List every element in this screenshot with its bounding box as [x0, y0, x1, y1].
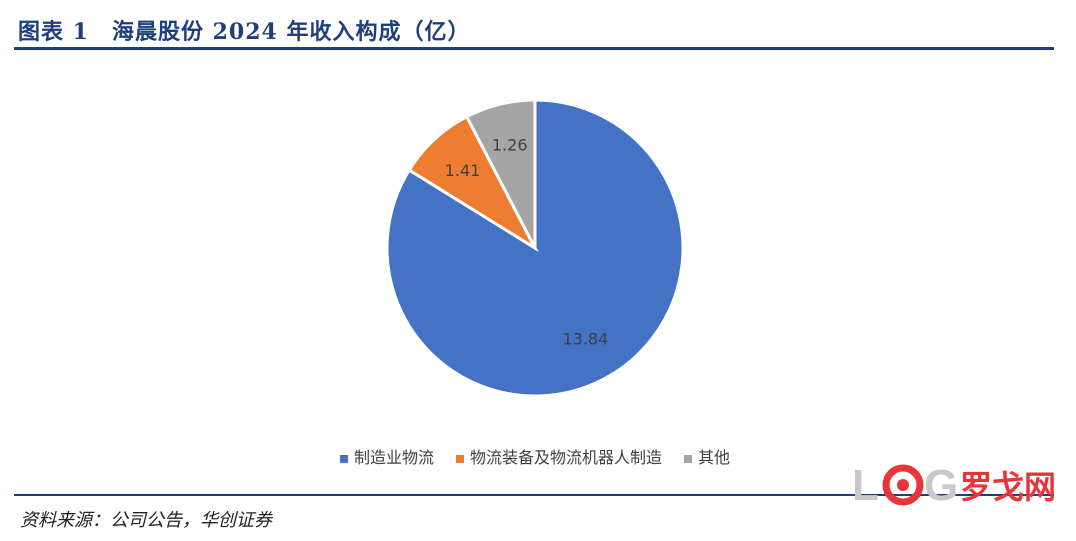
legend-item-2: 物流装备及物流机器人制造: [455, 448, 662, 467]
logo-watermark: L G 罗戈网: [852, 461, 1056, 510]
data-label-1: 13.84: [562, 330, 608, 349]
logo-text: 罗戈网: [960, 468, 1056, 506]
logo-ring-icon: [882, 464, 924, 506]
pie-slice-3: [464, 98, 537, 249]
data-label-2: 1.41: [445, 161, 481, 180]
pie-chart: 13.84 1.41 1.26 制造业物流 物流装备及物流机器人制造 其他: [339, 98, 730, 467]
data-label-3: 1.26: [492, 135, 528, 154]
source-note: 资料来源：公司公告，华创证券: [20, 510, 272, 531]
title-divider: [14, 47, 1054, 50]
logo-letter-g: G: [924, 461, 958, 510]
legend-label-3: 其他: [698, 448, 730, 467]
legend: 制造业物流 物流装备及物流机器人制造 其他: [339, 448, 730, 467]
legend-item-3: 其他: [684, 448, 730, 467]
logo-letter-l: L: [852, 461, 879, 510]
legend-swatch-3: [684, 455, 693, 463]
legend-item-1: 制造业物流: [339, 448, 434, 467]
legend-swatch-1: [339, 455, 348, 463]
figure-title: 图表 1 海晨股份 2024 年收入构成（亿）: [18, 19, 471, 45]
footer-divider: [14, 494, 1054, 496]
legend-label-2: 物流装备及物流机器人制造: [470, 448, 662, 467]
legend-swatch-2: [455, 455, 464, 463]
legend-label-1: 制造业物流: [354, 448, 434, 467]
